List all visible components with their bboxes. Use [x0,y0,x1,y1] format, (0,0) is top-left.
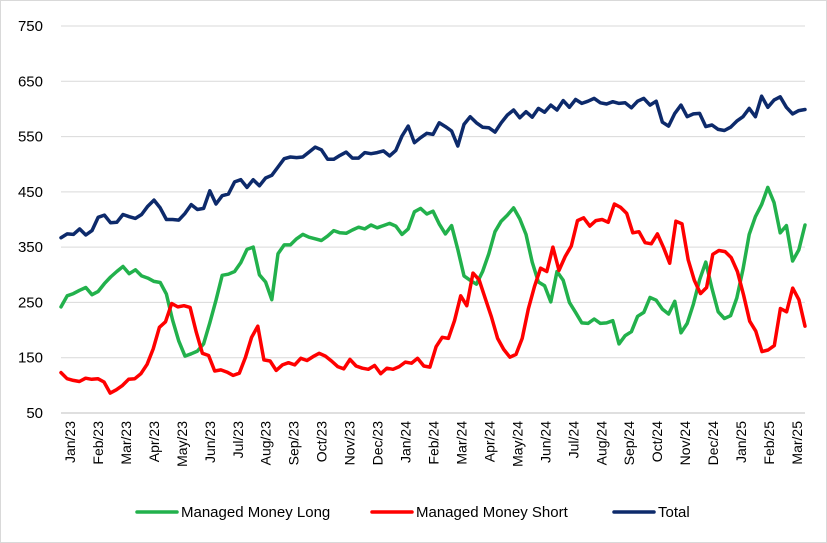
series-line-total [59,94,807,240]
x-tick: Mar/25 [789,421,805,465]
x-tick-label: Mar/24 [453,421,469,465]
x-tick: Dec/24 [705,421,721,466]
y-tick-label: 150 [18,350,43,367]
x-tick: Oct/24 [649,421,665,462]
x-tick-label: Feb/25 [761,421,777,465]
x-tick: Jan/25 [733,421,749,463]
x-tick: Aug/23 [258,421,274,466]
x-tick-label: Aug/23 [258,421,274,466]
x-tick-label: Nov/23 [342,421,358,466]
x-tick: Sep/24 [621,421,637,466]
x-tick: Jan/24 [398,421,414,463]
legend-label: Managed Money Long [181,504,330,521]
x-tick: Sep/23 [286,421,302,466]
x-tick-label: Oct/24 [649,421,665,462]
x-tick-label: Jul/23 [230,421,246,459]
x-tick-label: Oct/23 [314,421,330,462]
x-tick: Mar/23 [118,421,134,465]
x-tick-label: Jul/24 [565,421,581,459]
x-tick-label: Apr/23 [146,421,162,462]
x-tick: May/24 [509,421,525,467]
x-tick-label: Feb/23 [90,421,106,465]
x-tick-label: Jun/24 [537,421,553,463]
x-tick-label: Jun/23 [202,421,218,463]
x-tick: Nov/23 [342,421,358,466]
y-tick-label: 450 [18,184,43,201]
x-tick-label: Nov/24 [677,421,693,466]
x-tick-label: Dec/24 [705,421,721,466]
series-line-managed-money-short [59,202,807,395]
x-tick-label: Mar/23 [118,421,134,465]
x-tick-label: Aug/24 [593,421,609,466]
y-tick-label: 750 [18,18,43,35]
y-axis-ticks: 50 150 250 350 450 550 650 750 [18,18,43,422]
x-tick: Jun/24 [537,421,553,463]
x-tick: Jul/23 [230,421,246,459]
x-tick-label: Mar/25 [789,421,805,465]
x-tick-label: Jan/25 [733,421,749,463]
x-tick-label: May/23 [174,421,190,467]
x-tick: May/23 [174,421,190,467]
x-tick: Jul/24 [565,421,581,459]
x-tick-label: Apr/24 [481,421,497,462]
series-lines [59,94,807,395]
x-tick: Mar/24 [453,421,469,465]
x-tick-label: Jan/23 [62,421,78,463]
x-tick: Feb/24 [426,421,442,465]
series-line-managed-money-long [59,185,807,358]
x-tick: Jun/23 [202,421,218,463]
x-tick-label: May/24 [509,421,525,467]
legend-label: Managed Money Short [416,504,569,521]
x-axis-ticks: Jan/23 Feb/23 Mar/23 Apr/23 May/23 Jun/23 Jul/… [62,421,805,467]
x-tick-label: Sep/24 [621,421,637,466]
y-tick-label: 650 [18,73,43,90]
x-tick-label: Sep/23 [286,421,302,466]
x-tick: Jan/23 [62,421,78,463]
legend: Managed Money Long Managed Money Short Tot… [135,504,690,521]
x-tick-label: Dec/23 [370,421,386,466]
legend-label: Total [658,504,690,521]
x-tick-label: Jan/24 [398,421,414,463]
x-tick: Feb/25 [761,421,777,465]
x-tick: Oct/23 [314,421,330,462]
x-tick: Apr/24 [481,421,497,462]
x-tick: Nov/24 [677,421,693,466]
x-tick: Feb/23 [90,421,106,465]
y-tick-label: 250 [18,294,43,311]
x-tick: Apr/23 [146,421,162,462]
x-tick: Dec/23 [370,421,386,466]
y-tick-label: 50 [26,405,43,422]
x-tick-label: Feb/24 [426,421,442,465]
y-tick-label: 350 [18,239,43,256]
y-tick-label: 550 [18,129,43,146]
x-tick: Aug/24 [593,421,609,466]
